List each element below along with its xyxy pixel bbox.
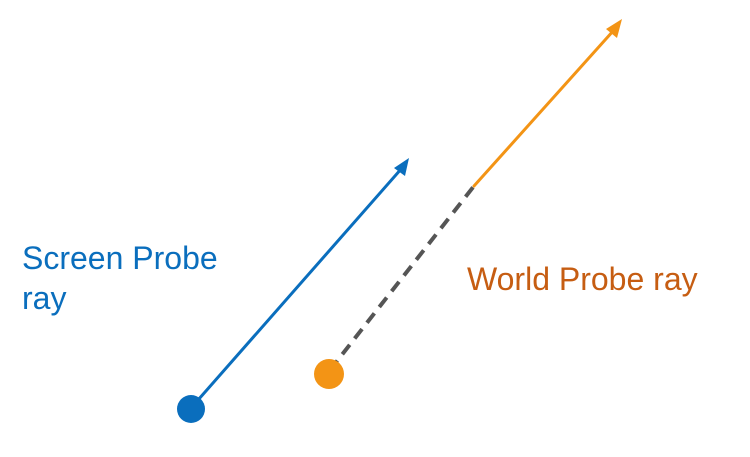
screen-probe-arrowhead: [394, 158, 409, 176]
world-probe-arrowhead: [606, 19, 622, 38]
screen-probe-origin-dot: [177, 395, 205, 423]
world-probe-origin-dot: [314, 359, 344, 389]
world-probe-dashed-segment: [328, 184, 476, 372]
screen-probe-ray-line: [189, 166, 404, 410]
world-probe-ray-label: World Probe ray: [467, 261, 698, 297]
world-probe-ray: [314, 19, 622, 389]
screen-probe-label-line1: Screen Probe: [22, 240, 218, 276]
world-probe-ray-line: [472, 28, 616, 188]
screen-probe-label-line2: ray: [22, 280, 67, 316]
screen-probe-ray: [177, 158, 409, 423]
screen-probe-ray-label: Screen Probe ray: [22, 238, 218, 318]
